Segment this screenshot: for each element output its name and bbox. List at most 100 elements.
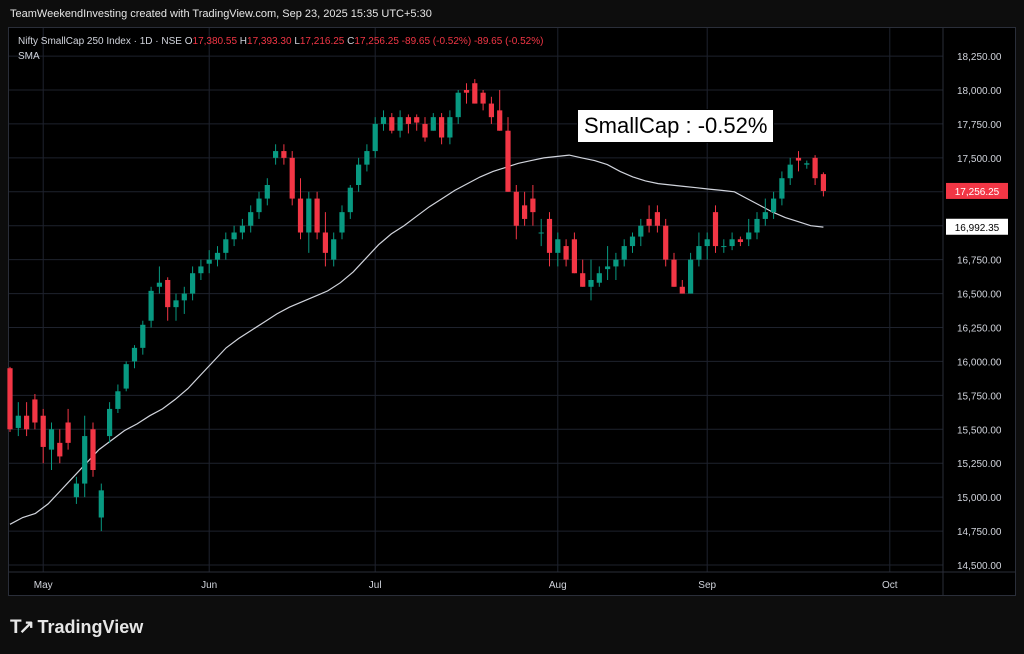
y-tick-label: 14,750.00 (957, 527, 1002, 538)
candle-body (239, 225, 245, 233)
candle-body (206, 259, 212, 264)
candle-body (40, 415, 46, 447)
candle-body (24, 415, 30, 430)
candle-body (795, 157, 802, 161)
candle-body (679, 286, 685, 294)
candle-body (605, 266, 611, 270)
candle-body (289, 157, 295, 199)
candle-body (90, 429, 96, 470)
candle-body (820, 174, 826, 191)
tradingview-logo[interactable]: T↗ TradingView (10, 616, 143, 639)
candle-body (181, 293, 187, 301)
candle-body (646, 218, 652, 226)
y-tick-label: 15,000.00 (957, 493, 1002, 504)
candle-body (571, 239, 577, 274)
y-tick-label: 16,250.00 (957, 324, 1002, 335)
y-tick-label: 16,000.00 (957, 357, 1002, 368)
candle-body (73, 483, 79, 498)
candle-body (621, 246, 627, 260)
candle-body (148, 290, 154, 321)
y-tick-label: 16,750.00 (957, 256, 1002, 267)
candle-body (580, 273, 586, 287)
y-tick-label: 15,500.00 (957, 425, 1002, 436)
candle-body (173, 300, 179, 308)
candle-body (156, 282, 162, 287)
candle-body (190, 273, 196, 294)
candle-body (389, 117, 395, 131)
symbol-legend: Nifty SmallCap 250 Index · 1D · NSE O17,… (18, 36, 543, 47)
candle-body (140, 324, 146, 348)
candle-body (306, 198, 312, 233)
tradingview-logo-icon: T↗ (10, 617, 34, 638)
y-tick-label: 18,250.00 (957, 52, 1002, 63)
candle-body (588, 280, 594, 287)
candle-body (447, 117, 453, 138)
brand-name: TradingView (37, 617, 144, 637)
candle-body (497, 110, 503, 131)
candle-body (754, 218, 760, 233)
candle-body (712, 212, 719, 247)
high-value: 17,393.30 (247, 36, 292, 47)
candle-body (488, 103, 494, 118)
low-label: L (294, 36, 300, 47)
y-tick-label: 17,750.00 (957, 120, 1002, 131)
candle-body (405, 117, 411, 124)
candle-body (546, 218, 553, 253)
candle-body (746, 232, 752, 240)
candle-body (356, 164, 362, 185)
y-tick-label: 17,500.00 (957, 154, 1002, 165)
candle-body (48, 429, 55, 450)
candle-body (812, 157, 818, 179)
candle-body (663, 225, 669, 260)
y-tick-label: 15,750.00 (957, 391, 1002, 402)
candle-body (115, 391, 121, 409)
candle-body (198, 266, 204, 274)
candle-body (65, 422, 71, 443)
candle-body (82, 436, 88, 484)
x-tick-label: Aug (549, 580, 567, 591)
candle-body (214, 252, 221, 260)
candle-body (322, 232, 328, 253)
sma-indicator-label[interactable]: SMA (18, 51, 40, 62)
candle-body (256, 198, 262, 213)
candle-body (264, 185, 270, 199)
candle-body (15, 415, 21, 428)
candle-body (297, 198, 304, 233)
change-value-secondary: -89.65 (-0.52%) (473, 36, 544, 47)
sma-line (9, 154, 824, 525)
candle-body (463, 90, 470, 93)
close-label: C (347, 36, 355, 47)
candle-body (364, 151, 370, 165)
chart-credit: TeamWeekendInvesting created with Tradin… (10, 8, 432, 20)
open-value: 17,380.55 (192, 36, 238, 47)
change-value: -89.65 (-0.52%) (401, 36, 472, 47)
candle-body (779, 178, 785, 199)
candle-body (380, 117, 387, 124)
candle-body (762, 212, 768, 219)
last-price-tag (946, 182, 1008, 199)
candle-body (57, 442, 63, 457)
candle-body (331, 239, 337, 260)
candle-body (804, 163, 810, 165)
x-tick-label: Sep (698, 580, 716, 591)
candle-body (563, 246, 569, 260)
candle-body (32, 399, 38, 423)
y-tick-label: 15,250.00 (957, 459, 1002, 470)
candle-body (530, 198, 536, 213)
candle-body (455, 92, 461, 118)
symbol-name: Nifty SmallCap 250 Index · 1D · NSE (18, 36, 182, 47)
candle-body (165, 280, 171, 308)
candle-body (704, 239, 710, 247)
x-tick-label: Jul (369, 580, 382, 591)
candle-body (248, 212, 254, 226)
candle-body (737, 239, 743, 242)
candle-body (787, 164, 793, 179)
candle-body (505, 130, 511, 192)
candle-body (522, 205, 528, 219)
candle-body (372, 123, 378, 152)
candle-body (430, 117, 436, 131)
candle-body (131, 347, 138, 362)
x-tick-label: Jun (201, 580, 217, 591)
x-tick-label: Oct (882, 580, 898, 591)
